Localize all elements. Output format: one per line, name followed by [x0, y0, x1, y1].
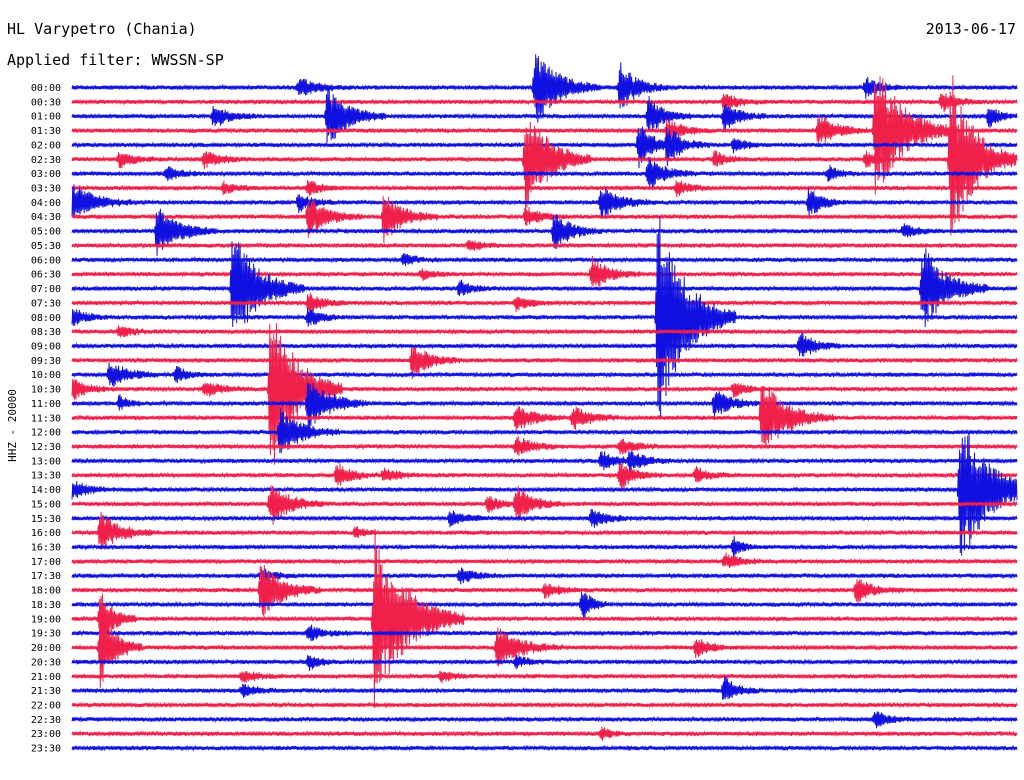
time-label-0000: 00:00 [31, 83, 61, 94]
time-label-0730: 07:30 [31, 298, 61, 309]
time-label-1000: 10:00 [31, 370, 61, 381]
time-label-1700: 17:00 [31, 557, 61, 568]
time-label-0930: 09:30 [31, 356, 61, 367]
time-label-1600: 16:00 [31, 528, 61, 539]
trace-0700 [71, 241, 1018, 328]
time-label-0230: 02:30 [31, 155, 61, 166]
time-label-1800: 18:00 [31, 586, 61, 597]
time-label-1930: 19:30 [31, 629, 61, 640]
trace-1700 [71, 552, 1018, 568]
time-label-1200: 12:00 [31, 428, 61, 439]
time-label-0200: 02:00 [31, 140, 61, 151]
time-label-0900: 09:00 [31, 341, 61, 352]
time-label-1830: 18:30 [31, 600, 61, 611]
trace-2030 [71, 654, 1018, 671]
time-label-0030: 00:30 [31, 97, 61, 108]
trace-1800 [71, 565, 1018, 617]
time-label-2230: 22:30 [31, 715, 61, 726]
time-label-1100: 11:00 [31, 399, 61, 410]
time-label-1500: 15:00 [31, 499, 61, 510]
trace-lines [71, 54, 1018, 752]
trace-2100 [71, 670, 1018, 684]
time-label-2200: 22:00 [31, 700, 61, 711]
time-label-0430: 04:30 [31, 212, 61, 223]
time-labels: 00:00 00:30 01:00 01:30 02:00 02:30 03:00 03:30… [31, 83, 61, 755]
trace-0900 [71, 332, 1018, 357]
time-label-1330: 13:30 [31, 471, 61, 482]
time-label-0630: 06:30 [31, 270, 61, 281]
time-label-0400: 04:00 [31, 198, 61, 209]
time-label-1300: 13:00 [31, 456, 61, 467]
time-label-1630: 16:30 [31, 543, 61, 554]
trace-1130 [71, 385, 1018, 447]
time-label-0830: 08:30 [31, 327, 61, 338]
trace-1030 [71, 323, 1018, 465]
time-label-0300: 03:00 [31, 169, 61, 180]
record-date: 2013-06-17 [925, 20, 1016, 38]
time-label-2300: 23:00 [31, 729, 61, 740]
time-label-1230: 12:30 [31, 442, 61, 453]
applied-filter: Applied filter: WWSSN-SP [7, 51, 224, 69]
time-label-1530: 15:30 [31, 514, 61, 525]
time-label-0530: 05:30 [31, 241, 61, 252]
time-label-0130: 01:30 [31, 126, 61, 137]
time-label-0500: 05:00 [31, 227, 61, 238]
trace-1400 [71, 433, 1018, 556]
time-label-0600: 06:00 [31, 255, 61, 266]
time-label-1130: 11:30 [31, 413, 61, 424]
time-label-2330: 23:30 [31, 744, 61, 755]
time-label-1900: 19:00 [31, 614, 61, 625]
time-label-2130: 21:30 [31, 686, 61, 697]
time-label-0100: 01:00 [31, 112, 61, 123]
trace-2130 [71, 676, 1018, 700]
time-label-2030: 20:30 [31, 657, 61, 668]
time-label-2100: 21:00 [31, 672, 61, 683]
time-label-1730: 17:30 [31, 571, 61, 582]
time-label-0700: 07:00 [31, 284, 61, 295]
trace-1300 [71, 450, 1018, 473]
time-label-0330: 03:30 [31, 184, 61, 195]
station-name: HL Varypetro (Chania) [7, 20, 197, 38]
time-label-1030: 10:30 [31, 385, 61, 396]
trace-0130 [71, 76, 1018, 195]
time-label-0800: 08:00 [31, 313, 61, 324]
time-label-1400: 14:00 [31, 485, 61, 496]
time-label-2000: 20:00 [31, 643, 61, 654]
